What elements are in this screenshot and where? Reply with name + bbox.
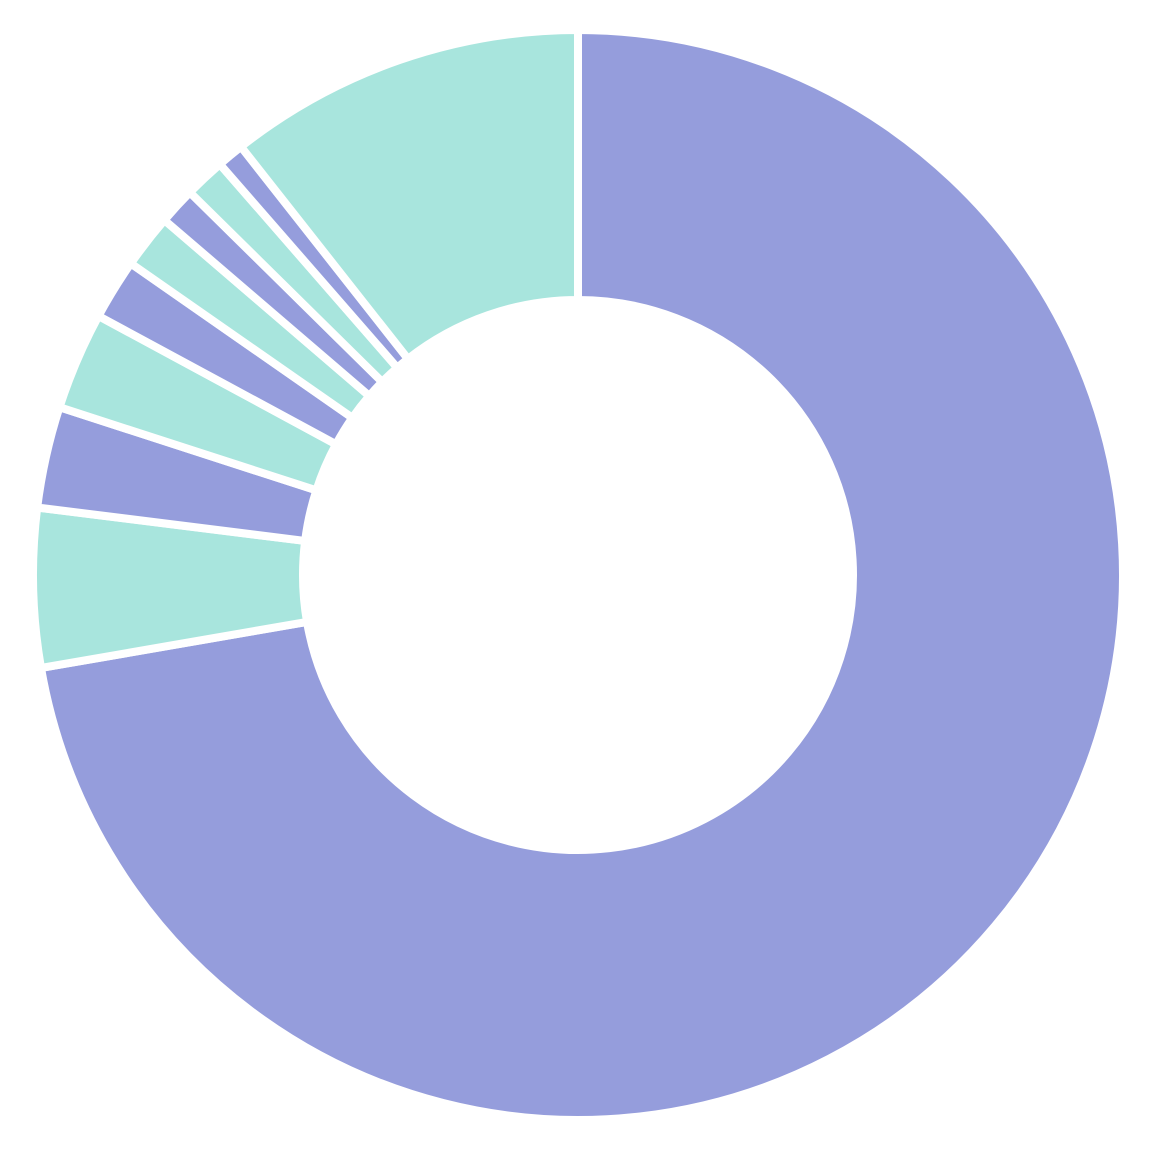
donut-slice bbox=[36, 26, 1127, 1124]
donut-slice bbox=[236, 26, 582, 363]
